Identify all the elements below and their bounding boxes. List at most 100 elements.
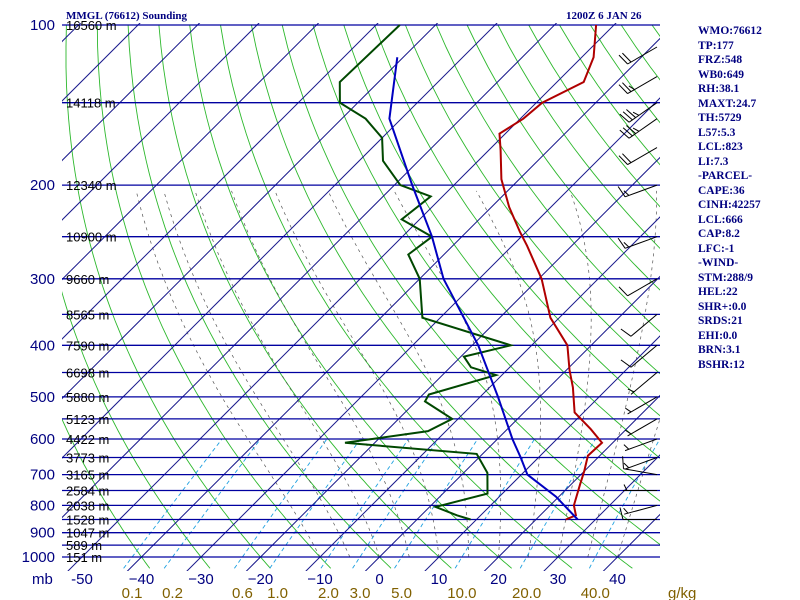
height-label: 6698 m	[66, 366, 109, 381]
height-label: 9660 m	[66, 272, 109, 287]
isotherm	[483, 394, 660, 571]
sounding-profiles	[338, 24, 604, 521]
wind-barb-feather	[617, 237, 626, 249]
isotherm	[186, 97, 660, 571]
wind-barb-feather	[622, 82, 632, 92]
pressure-tick-label: 900	[30, 525, 55, 542]
mixing-ratio-label: 0.1	[122, 585, 143, 600]
temperature-tick-label: 30	[550, 571, 567, 588]
index-item: TP:177	[698, 39, 734, 52]
wind-barb-feather	[628, 85, 635, 91]
temperature-tick-label: -50	[71, 571, 93, 588]
wind-barb	[618, 147, 658, 166]
wind-barb	[625, 418, 658, 437]
wind-barb-staff	[627, 418, 658, 437]
index-item: LFC:-1	[698, 242, 735, 255]
temperature-line	[498, 24, 604, 521]
index-item: L57:5.3	[698, 126, 736, 139]
isotherm	[245, 156, 660, 571]
dry-adiabat	[466, 24, 660, 291]
wind-barb	[618, 46, 658, 65]
wind-barb	[619, 118, 658, 139]
wind-barb-feather	[622, 127, 633, 137]
pressure-tick-label: 600	[30, 431, 55, 448]
height-label: 16560 m	[66, 18, 117, 33]
wind-barb-staff	[624, 184, 658, 198]
isotherm	[62, 23, 498, 459]
wind-barb-feather	[632, 111, 640, 116]
pressure-tick-label: 500	[30, 389, 55, 406]
index-item: EHI:0.0	[698, 329, 738, 342]
height-label: 1528 m	[66, 513, 109, 528]
wind-barb-staff	[627, 278, 658, 297]
wind-barb-staff	[624, 236, 658, 249]
height-label: 1047 m	[66, 526, 109, 541]
dry-adiabat	[220, 24, 573, 569]
mixing-ratio-line	[588, 438, 660, 569]
wind-barb	[627, 372, 658, 395]
wind-barb-staff	[630, 372, 658, 395]
wind-barb-staff	[628, 102, 658, 123]
height-label: 4422 m	[66, 432, 109, 447]
wind-barb	[620, 344, 658, 368]
dry-adiabat	[189, 24, 512, 569]
wind-barb-feather	[619, 113, 630, 123]
wind-barb	[623, 457, 658, 470]
height-label: 2038 m	[66, 498, 109, 513]
wind-barb-feather	[627, 388, 635, 393]
mixing-ratio-unit-label: g/kg	[668, 585, 696, 600]
index-item: SRDS:21	[698, 315, 743, 327]
isotherm	[126, 37, 660, 571]
dry-adiabat	[404, 24, 660, 375]
dry-adiabat	[281, 24, 660, 546]
plot-area	[62, 23, 660, 571]
moist-adiabat	[327, 190, 470, 558]
mixing-ratio-line	[394, 438, 479, 569]
wind-barb-staff	[627, 76, 658, 95]
isotherm	[424, 335, 660, 571]
temperature-tick-label: −10	[307, 571, 332, 588]
wind-barb-feather	[625, 429, 632, 435]
index-item: LI:7.3	[698, 155, 729, 168]
index-item: -PARCEL-	[698, 170, 753, 182]
dry-adiabat	[62, 418, 151, 569]
index-item: SHR+:0.0	[698, 300, 747, 313]
isotherm	[364, 275, 660, 571]
height-label: 151 m	[66, 550, 102, 565]
height-label: 14118 m	[66, 96, 116, 111]
parcel-path-line	[388, 57, 579, 521]
wind-barb	[619, 102, 658, 123]
wind-barb-feather	[618, 155, 628, 165]
dry-adiabat	[374, 24, 660, 417]
wind-barb	[623, 504, 658, 515]
wind-barb-staff	[627, 46, 658, 65]
height-label: 12340 m	[66, 178, 117, 193]
wind-barb-feather	[618, 286, 628, 297]
height-label: 2584 m	[66, 484, 109, 499]
mixing-ratio-line	[163, 438, 261, 569]
moist-adiabat	[587, 190, 657, 558]
moist-adiabat	[557, 190, 592, 558]
wind-barb-staff	[630, 344, 658, 368]
pressure-tick-label: 700	[30, 467, 55, 484]
wind-barb-feather	[618, 54, 628, 65]
mixing-ratio-label: 1.0	[267, 585, 288, 600]
isotherm	[62, 23, 141, 102]
wind-barb-feather	[622, 111, 633, 121]
pressure-tick-label: 1000	[22, 549, 55, 566]
wind-barb-feather	[619, 507, 624, 520]
wind-barb-feather	[625, 407, 632, 413]
index-item: -WIND-	[698, 257, 739, 269]
isotherm	[62, 23, 201, 162]
dry-adiabat	[158, 24, 452, 569]
wind-barb-feather	[617, 186, 626, 198]
wind-barb	[620, 314, 658, 337]
index-item: CAP:8.2	[698, 228, 740, 240]
wind-barb	[617, 236, 658, 249]
dry-adiabat	[62, 291, 211, 569]
height-label: 3165 m	[66, 468, 109, 483]
isotherm	[67, 23, 617, 571]
moist-adiabat	[135, 190, 321, 558]
mixing-ratio-line	[352, 438, 439, 569]
